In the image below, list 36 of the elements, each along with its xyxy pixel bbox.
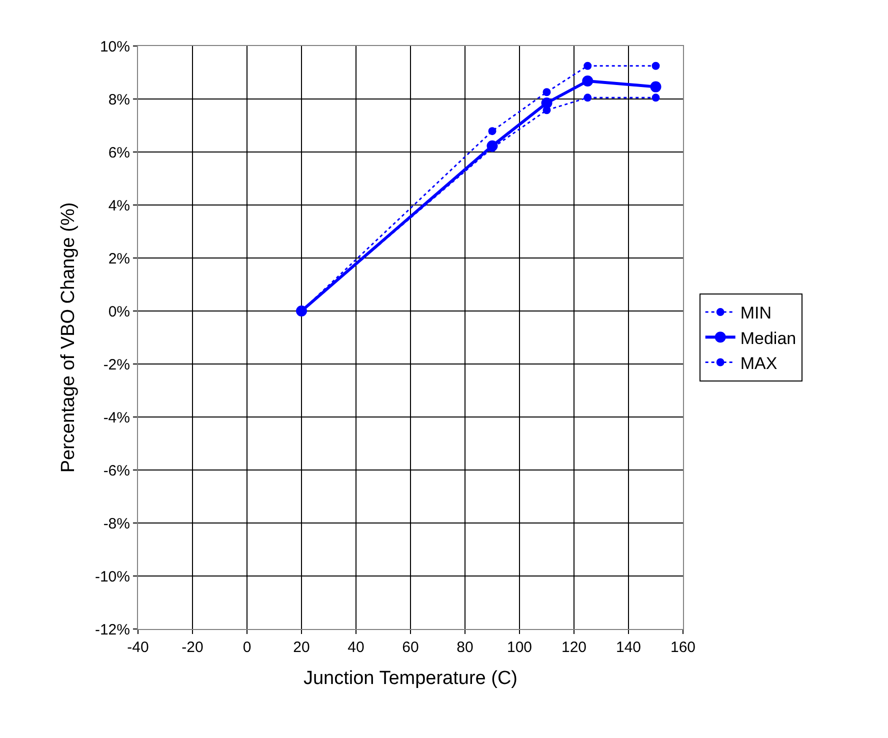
x-tick-label: 0 [242,639,252,656]
legend-label: MAX [740,354,778,373]
point [584,94,592,102]
y-tick-label: -12% [94,621,130,638]
point [542,88,551,96]
point [584,62,592,70]
x-tick-label: 140 [616,639,642,656]
y-axis-title: Percentage of VBO Change (%) [58,202,79,473]
x-tick-label: 60 [402,639,419,656]
y-tick-label: -2% [103,356,130,374]
x-tick-label: -20 [182,639,204,656]
point [582,75,594,86]
y-tick-label: 10% [100,38,130,56]
x-tick-label: 100 [506,639,532,656]
legend-label: Median [740,328,796,348]
x-tick-label: 40 [348,639,364,656]
y-tick-label: 2% [108,250,130,268]
y-tick-label: -4% [103,409,130,426]
x-tick-label: 80 [456,639,474,656]
point [488,127,496,136]
y-tick-label: -10% [94,568,130,586]
y-tick-label: -6% [103,462,130,480]
x-tick-label: 160 [670,639,696,656]
point [650,81,662,92]
point [652,62,660,70]
x-axis-title: Junction Temperature (C) [303,668,518,689]
x-tick-label: 120 [561,639,587,656]
x-tick-label: -40 [127,639,149,656]
point [652,94,660,102]
y-tick-label: 6% [108,144,130,162]
x-tick-label: 20 [293,639,310,656]
y-tick-label: 8% [108,91,130,108]
y-tick-label: -8% [103,515,130,532]
y-tick-label: 0% [108,303,130,320]
y-tick-label: 4% [108,197,130,214]
legend-label: MIN [740,304,772,323]
